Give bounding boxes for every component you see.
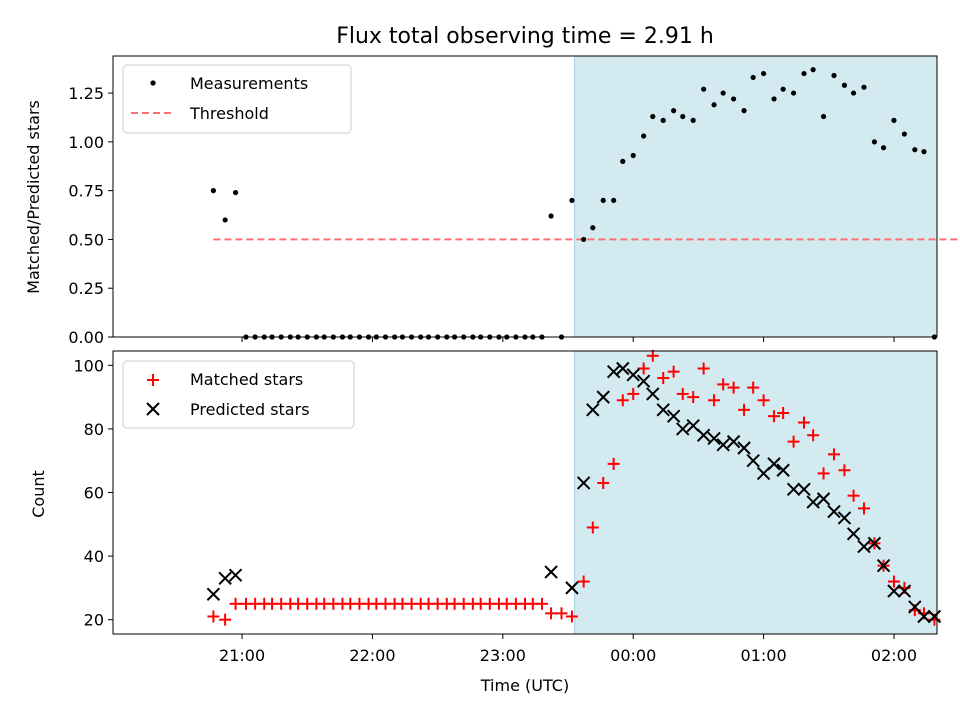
measurement-point	[233, 190, 238, 195]
measurement-point	[211, 188, 216, 193]
bottom-xtick-label: 22:00	[349, 646, 395, 665]
top-ytick-label: 0.75	[68, 182, 104, 201]
bottom-legend: Matched stars Predicted stars	[123, 361, 354, 428]
bottom-ytick-label: 80	[84, 420, 104, 439]
measurement-point	[581, 237, 586, 242]
top-y-axis-label: Matched/Predicted stars	[24, 100, 43, 294]
measurement-point	[791, 90, 796, 95]
matched-star-point	[219, 614, 231, 626]
top-ytick-label: 0.50	[68, 230, 104, 249]
predicted-star-point	[545, 566, 557, 578]
measurement-point	[821, 114, 826, 119]
legend-marker-measurements	[150, 80, 155, 85]
measurement-point	[912, 147, 917, 152]
bottom-xtick-label: 02:00	[871, 646, 917, 665]
measurement-point	[921, 149, 926, 154]
measurement-point	[223, 217, 228, 222]
top-ytick-label: 1.00	[68, 133, 104, 152]
bottom-x-axis-label: Time (UTC)	[480, 676, 569, 695]
bottom-xtick-label: 01:00	[741, 646, 787, 665]
legend-label-threshold: Threshold	[189, 104, 269, 123]
top-ytick-label: 0.25	[68, 279, 104, 298]
measurement-point	[569, 198, 574, 203]
bottom-panel: 20 40 60 80 100 21:00 22:00 23:00 00:00 01:00 02:…	[29, 350, 940, 695]
measurement-point	[881, 145, 886, 150]
measurement-point	[611, 198, 616, 203]
legend-label-predicted: Predicted stars	[190, 400, 310, 419]
legend-label-measurements: Measurements	[190, 74, 308, 93]
measurement-point	[851, 90, 856, 95]
predicted-star-point	[207, 588, 219, 600]
chart-title: Flux total observing time = 2.91 h	[336, 24, 714, 49]
measurement-point	[761, 71, 766, 76]
measurement-point	[548, 213, 553, 218]
predicted-star-point	[230, 569, 242, 581]
measurement-point	[771, 96, 776, 101]
measurement-point	[872, 139, 877, 144]
matched-star-point	[536, 598, 548, 610]
measurement-point	[801, 71, 806, 76]
measurement-point	[701, 87, 706, 92]
measurement-point	[601, 198, 606, 203]
bottom-ytick-label: 20	[84, 611, 104, 630]
top-ytick-label: 1.25	[68, 84, 104, 103]
bottom-ytick-label: 40	[84, 547, 104, 566]
bottom-y-axis-label: Count	[29, 470, 48, 518]
measurement-point	[831, 73, 836, 78]
measurement-point	[861, 85, 866, 90]
measurement-point	[751, 75, 756, 80]
bottom-xtick-label: 00:00	[610, 646, 656, 665]
bottom-ytick-label: 100	[73, 356, 104, 375]
top-shaded-region	[575, 56, 937, 337]
measurement-point	[680, 114, 685, 119]
measurement-point	[650, 114, 655, 119]
measurement-point	[711, 102, 716, 107]
measurement-point	[891, 118, 896, 123]
figure: 0.00 0.25 0.50 0.75 1.00 1.25 Flux total obse…	[0, 0, 960, 720]
measurement-point	[590, 225, 595, 230]
bottom-ytick-label: 60	[84, 484, 104, 503]
matched-star-point	[545, 607, 557, 619]
measurement-point	[811, 67, 816, 72]
measurement-point	[671, 108, 676, 113]
bottom-xtick-label: 23:00	[480, 646, 526, 665]
measurement-point	[661, 118, 666, 123]
matched-star-point	[556, 607, 568, 619]
measurement-point	[631, 153, 636, 158]
top-legend: Measurements Threshold	[123, 65, 351, 133]
measurement-point	[620, 159, 625, 164]
matched-star-point	[207, 611, 219, 623]
legend-label-matched: Matched stars	[190, 370, 303, 389]
measurement-point	[721, 90, 726, 95]
measurement-point	[902, 131, 907, 136]
top-ytick-label: 0.00	[68, 328, 104, 347]
measurement-point	[691, 118, 696, 123]
measurement-point	[641, 133, 646, 138]
top-panel: 0.00 0.25 0.50 0.75 1.00 1.25 Flux total obse…	[24, 24, 960, 347]
measurement-point	[741, 108, 746, 113]
predicted-star-point	[219, 572, 231, 584]
matched-star-point	[230, 598, 242, 610]
bottom-xtick-label: 21:00	[219, 646, 265, 665]
measurement-point	[842, 83, 847, 88]
measurement-point	[731, 96, 736, 101]
measurement-point	[781, 87, 786, 92]
